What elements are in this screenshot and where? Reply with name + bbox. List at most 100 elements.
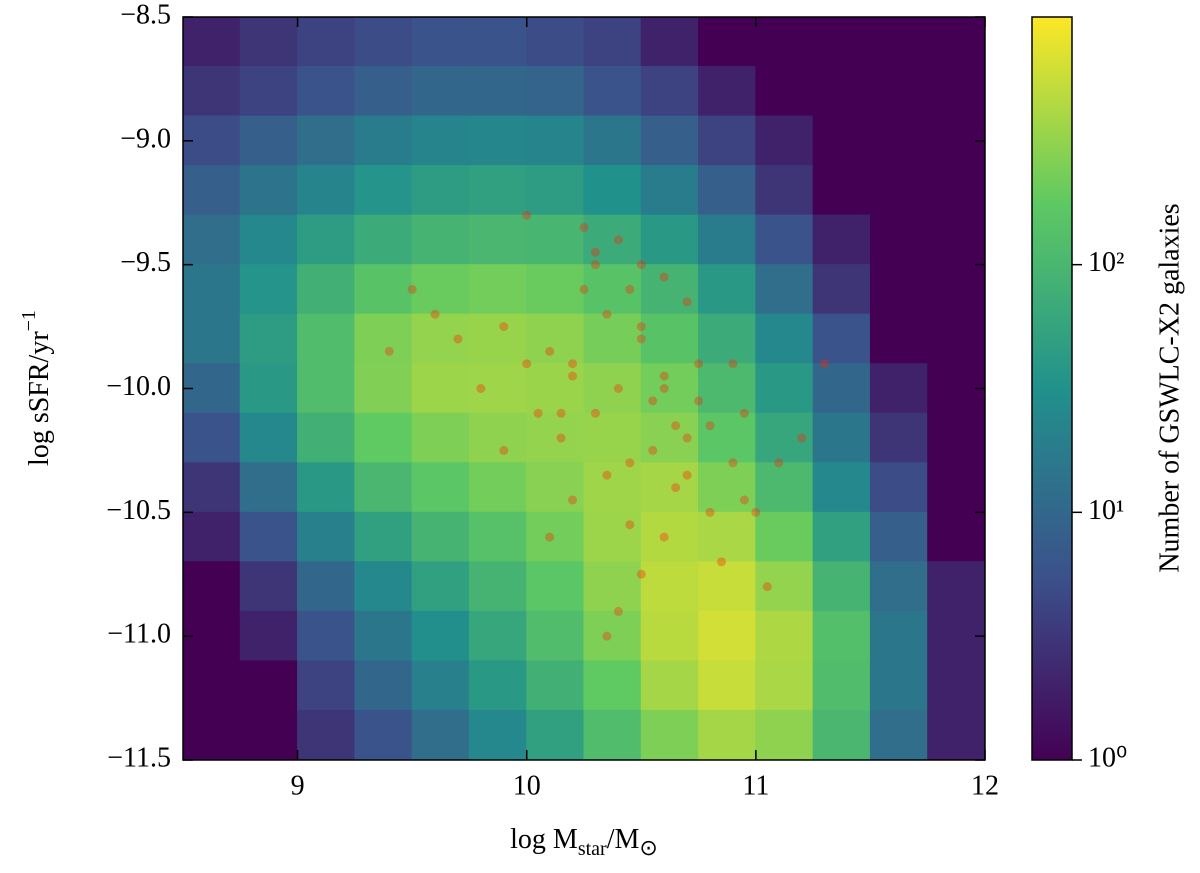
hex-cell	[812, 610, 871, 662]
hex-cell	[468, 165, 528, 216]
hex-cell	[526, 313, 585, 365]
hex-cell	[354, 17, 413, 68]
hex-cell	[526, 264, 585, 315]
hex-cell	[183, 165, 241, 216]
hex-cell	[869, 115, 929, 167]
scatter-point	[579, 223, 589, 233]
hex-cell	[755, 412, 814, 464]
scatter-point	[545, 346, 555, 356]
y-axis-label: log sSFR/yr−1	[18, 310, 56, 466]
hex-cell	[239, 462, 299, 513]
scatter-point	[648, 396, 658, 406]
hex-cell	[927, 214, 985, 266]
hex-cell	[526, 511, 585, 563]
hex-cell	[354, 363, 413, 414]
hex-cell	[468, 610, 528, 662]
hex-cell	[297, 511, 356, 563]
hex-cell	[354, 115, 413, 167]
hex-cell	[297, 115, 356, 167]
hex-cell	[468, 511, 528, 563]
hex-cell	[755, 313, 814, 365]
hex-cell	[869, 165, 929, 216]
hex-cell	[755, 264, 814, 315]
hex-cell	[354, 660, 413, 711]
hex-cell	[583, 660, 642, 711]
hex-cell	[640, 561, 700, 612]
hex-cell	[468, 561, 528, 612]
hex-cell	[526, 660, 585, 711]
scatter-point	[739, 408, 749, 418]
hex-cell	[354, 66, 413, 117]
hex-cell	[583, 462, 642, 513]
hex-cell	[812, 66, 871, 117]
hex-cell	[583, 264, 642, 315]
hex-cell	[297, 66, 356, 117]
hex-cell	[927, 511, 985, 563]
hex-cell	[239, 214, 299, 266]
hex-cell	[698, 115, 757, 167]
hex-cell	[239, 115, 299, 167]
scatter-point	[556, 408, 566, 418]
hex-cell	[640, 709, 700, 760]
hex-cell	[869, 66, 929, 117]
hex-cell	[526, 17, 585, 68]
scatter-point	[625, 520, 635, 530]
hex-cell	[411, 412, 470, 464]
hex-cell	[755, 66, 814, 117]
hex-cell	[927, 412, 985, 464]
hex-cell	[411, 610, 470, 662]
scatter-point	[590, 260, 600, 270]
hex-cell	[183, 214, 241, 266]
scatter-point	[568, 495, 578, 505]
hex-cell	[755, 17, 814, 68]
hex-cell	[640, 115, 700, 167]
hex-cell	[354, 165, 413, 216]
hex-cell	[755, 511, 814, 563]
hex-cell	[411, 660, 470, 711]
scatter-point	[453, 334, 463, 344]
scatter-point	[522, 359, 532, 369]
hex-cell	[698, 511, 757, 563]
hex-cell	[640, 610, 700, 662]
hex-cell	[526, 214, 585, 266]
hex-cell	[239, 165, 299, 216]
hex-cell	[526, 412, 585, 464]
hex-cell	[755, 115, 814, 167]
hex-cell	[297, 264, 356, 315]
hex-cell	[583, 561, 642, 612]
hex-cell	[354, 214, 413, 266]
scatter-point	[636, 260, 646, 270]
hex-cell	[640, 511, 700, 563]
hex-cell	[927, 313, 985, 365]
hex-cell	[698, 462, 757, 513]
hex-cell	[640, 165, 700, 216]
hex-cell	[526, 462, 585, 513]
hex-cell	[468, 660, 528, 711]
scatter-point	[705, 507, 715, 517]
hex-cell	[239, 561, 299, 612]
scatter-point	[613, 384, 623, 393]
hex-cell	[354, 709, 413, 760]
x-label-sub: ⊙	[639, 835, 657, 860]
hex-cell	[297, 709, 356, 760]
hex-cell	[297, 561, 356, 612]
hex-cell	[411, 313, 470, 365]
hex-cell	[812, 313, 871, 365]
scatter-point	[613, 606, 623, 616]
hex-cell	[183, 462, 241, 513]
x-tick-label: 11	[742, 770, 769, 801]
hex-cell	[526, 115, 585, 167]
hex-cell	[812, 462, 871, 513]
scatter-point	[705, 421, 715, 431]
hex-cell	[183, 709, 241, 760]
hex-cell	[411, 66, 470, 117]
hex-cell	[869, 313, 929, 365]
hex-cell	[812, 264, 871, 315]
scatter-point	[659, 532, 669, 542]
hex-cell	[297, 462, 356, 513]
hex-cell	[183, 511, 241, 563]
hex-cell	[183, 561, 241, 612]
x-label-part: log M	[510, 824, 578, 855]
scatter-point	[499, 322, 509, 332]
